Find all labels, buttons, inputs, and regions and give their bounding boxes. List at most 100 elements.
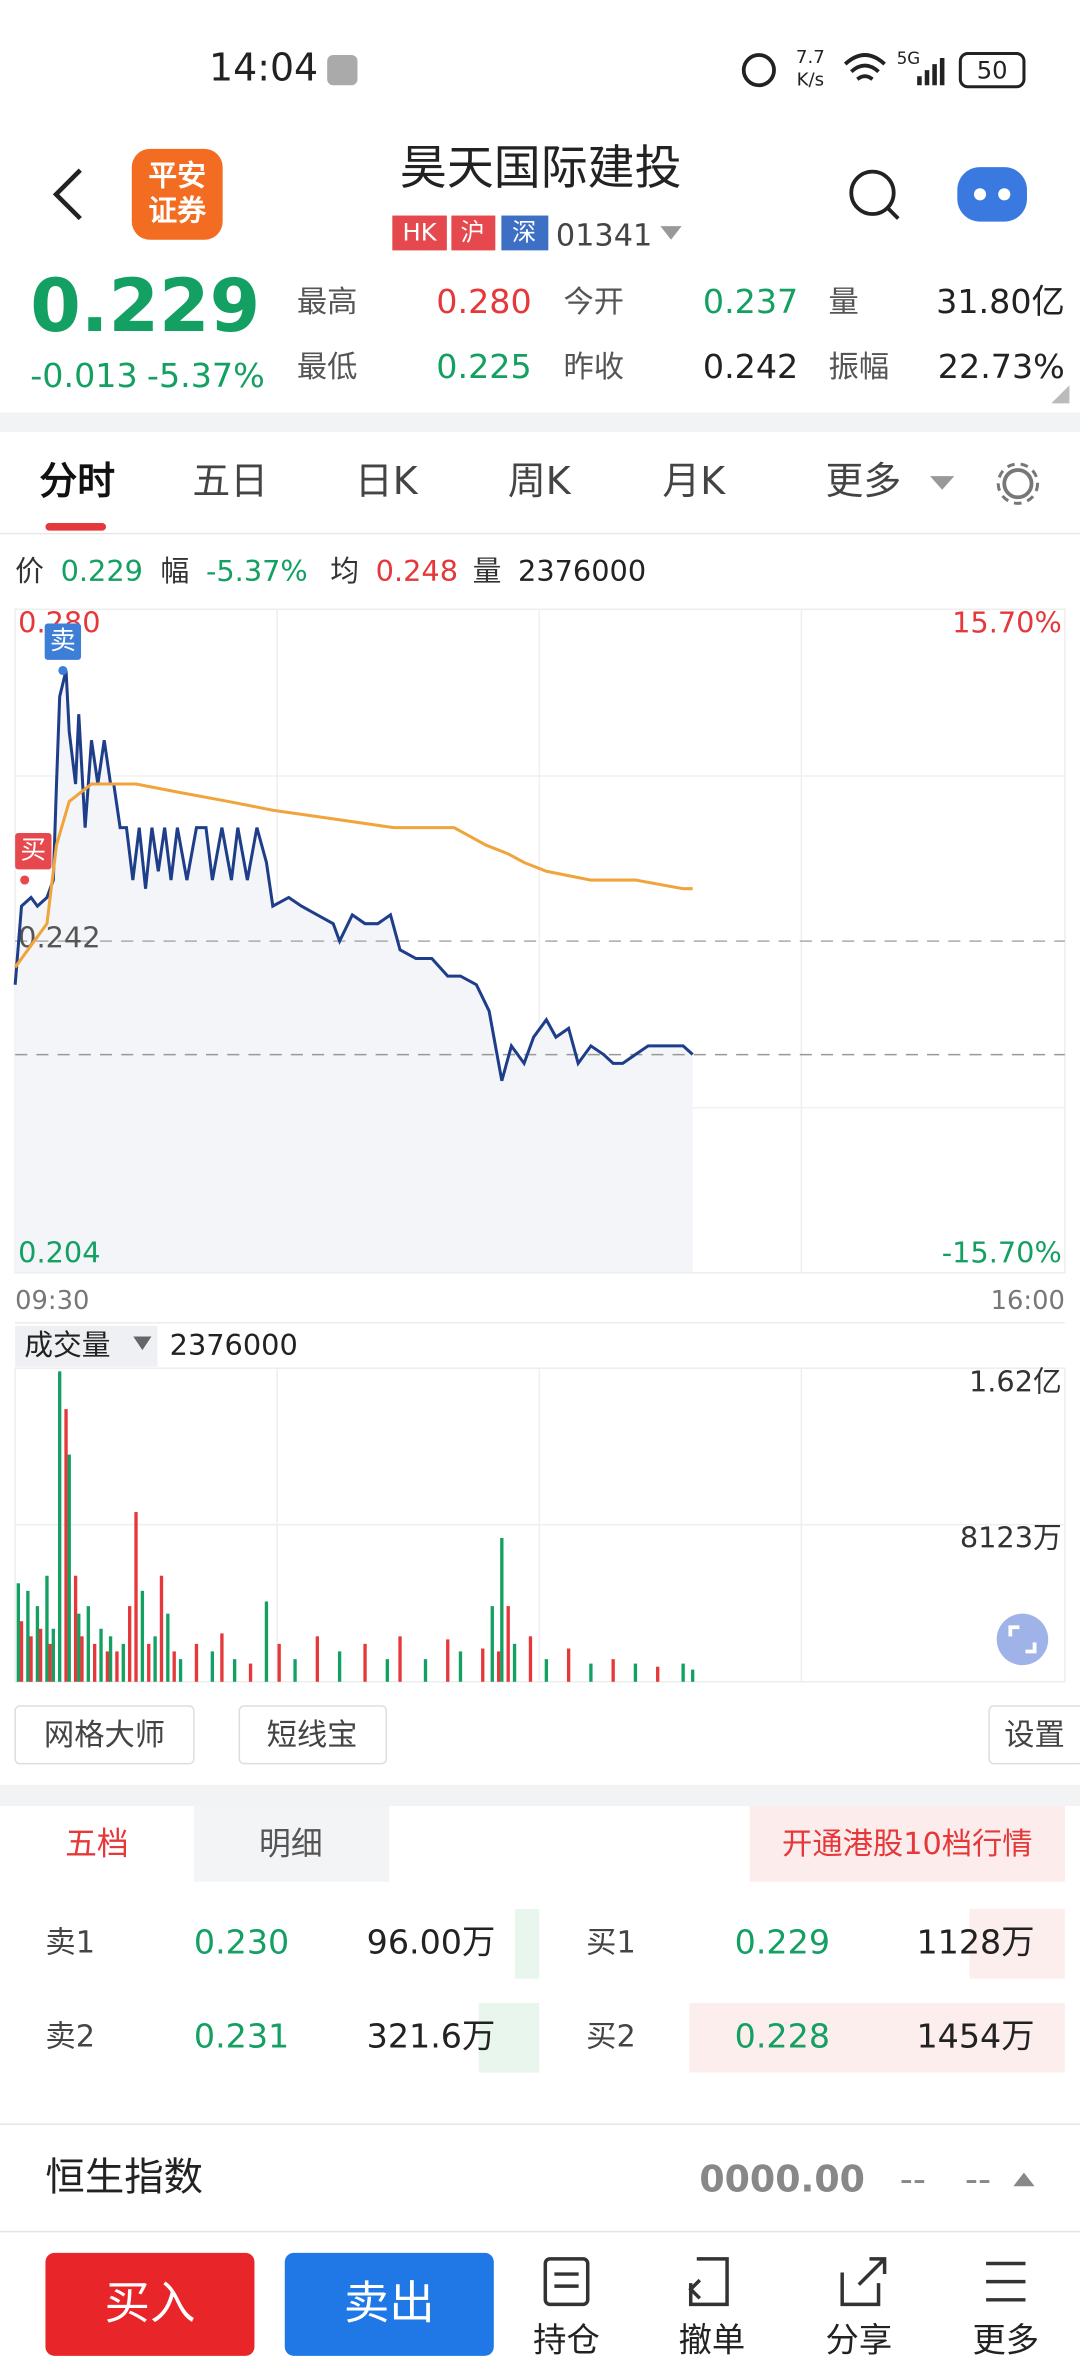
volume-bar — [58, 1371, 62, 1682]
promo-text[interactable]: 开通港股10档行情 — [782, 1827, 1033, 1862]
promo[interactable] — [749, 1806, 1065, 1882]
volume-bar — [48, 1643, 52, 1682]
book-tab-label[interactable]: 五档 — [65, 1825, 129, 1862]
info-label: 幅 — [161, 554, 190, 588]
settings-button[interactable] — [1002, 468, 1034, 500]
nav-label[interactable]: 更多 — [972, 2321, 1039, 2360]
volume-bar — [99, 1628, 103, 1682]
assistant-button[interactable] — [957, 167, 1027, 222]
volume-bar — [147, 1643, 151, 1682]
book-level: 买1 — [586, 1925, 636, 1960]
volume-bar — [194, 1643, 199, 1682]
volume-bar — [589, 1663, 593, 1682]
volume-bar — [656, 1666, 660, 1682]
index-expand[interactable] — [1013, 2172, 1035, 2187]
sell-label[interactable]: 卖出 — [344, 2276, 435, 2329]
volume-bar — [153, 1636, 157, 1682]
field-label: 量 — [829, 285, 859, 320]
info-value: -5.37% — [206, 554, 308, 588]
book-tab-label[interactable]: 明细 — [259, 1825, 323, 1862]
change-pct: -5.37% — [147, 356, 265, 395]
sell-button[interactable] — [284, 2252, 494, 2356]
y2-tick-label: 15.70% — [952, 606, 1062, 640]
volume-selector[interactable] — [15, 1325, 158, 1367]
field-label: 最低 — [297, 350, 358, 385]
tab[interactable]: 周K — [508, 459, 572, 503]
nav-label[interactable]: 撤单 — [679, 2321, 746, 2360]
tab[interactable]: 日K — [355, 459, 419, 503]
book-price: 0.228 — [735, 2016, 830, 2055]
tag-text: 沪 — [460, 219, 484, 247]
volume-bar — [293, 1659, 297, 1682]
nav-label[interactable]: 分享 — [826, 2321, 893, 2360]
volume-bar — [398, 1636, 402, 1682]
more-dropdown[interactable] — [930, 476, 955, 490]
field-value: 0.225 — [436, 347, 531, 386]
volume-bar — [64, 1409, 68, 1682]
bid-depth — [969, 1909, 1065, 1979]
info-label: 均 — [330, 554, 359, 588]
field-label: 昨收 — [563, 350, 624, 385]
logo-text: 平安 — [148, 159, 206, 193]
tab[interactable]: 分时 — [39, 459, 115, 503]
book-price: 0.230 — [194, 1922, 289, 1961]
volume-bar — [159, 1575, 164, 1682]
volume-bar — [67, 1454, 71, 1682]
price-line — [13, 670, 694, 1082]
buy-label[interactable]: 买入 — [105, 2276, 196, 2329]
tab[interactable]: 更多 — [826, 459, 902, 503]
tab[interactable]: 月K — [662, 459, 726, 503]
info-value: 0.248 — [376, 554, 458, 588]
expand-button[interactable] — [996, 1613, 1049, 1666]
index-name[interactable]: 恒生指数 — [45, 2155, 203, 2201]
battery — [958, 51, 1026, 89]
info-value: 2376000 — [518, 554, 646, 588]
tag-text: 深 — [512, 219, 536, 247]
nav-label[interactable]: 持仓 — [533, 2321, 600, 2360]
bid-depth — [689, 2002, 1065, 2073]
nav-icon[interactable] — [840, 2257, 887, 2307]
tag — [392, 215, 447, 251]
last-price: 0.229 — [30, 265, 260, 349]
tool-button[interactable] — [238, 1705, 388, 1765]
book-price: 0.229 — [735, 1922, 830, 1961]
book-qty: 1128万 — [916, 1922, 1034, 1961]
field-value: 31.80亿 — [936, 282, 1065, 321]
book-qty: 96.00万 — [367, 1922, 496, 1961]
assistant-eye — [998, 188, 1011, 201]
volume-bar — [315, 1636, 320, 1682]
alarm-icon — [741, 53, 776, 88]
tool-label: 短线宝 — [267, 1718, 358, 1753]
tab[interactable]: 五日 — [192, 459, 268, 503]
volume-bar — [86, 1606, 90, 1682]
y-tick-label: 0.242 — [18, 921, 100, 955]
volume-bar — [166, 1613, 170, 1682]
volume-bar — [681, 1663, 685, 1682]
book-tab[interactable] — [193, 1806, 390, 1882]
price-area — [15, 670, 693, 1273]
volume-bar — [121, 1643, 125, 1682]
volume-bar — [363, 1643, 367, 1682]
book-level: 卖1 — [45, 1925, 95, 1960]
signal-icon — [917, 58, 945, 86]
code-dropdown[interactable] — [660, 226, 682, 240]
tool-button[interactable] — [14, 1705, 195, 1765]
notify-icon — [327, 54, 358, 86]
nav-icon[interactable] — [986, 2261, 1026, 2302]
network: 5G — [897, 49, 921, 68]
volume-bar — [115, 1651, 119, 1682]
field-label: 振幅 — [829, 350, 890, 385]
tag-text: HK — [403, 219, 438, 247]
expand-icon — [1008, 1625, 1037, 1654]
nav-icon[interactable] — [688, 2257, 729, 2307]
search-button[interactable] — [849, 169, 896, 216]
volume-bar — [566, 1648, 571, 1682]
nav-icon[interactable] — [543, 2257, 590, 2307]
divider — [0, 412, 1080, 433]
book-level: 买2 — [586, 2019, 636, 2054]
tool-button[interactable] — [988, 1705, 1080, 1765]
tool-label: 网格大师 — [44, 1718, 165, 1753]
back-button[interactable] — [52, 168, 82, 221]
buy-button[interactable] — [45, 2252, 255, 2356]
volume-bar — [248, 1663, 253, 1682]
